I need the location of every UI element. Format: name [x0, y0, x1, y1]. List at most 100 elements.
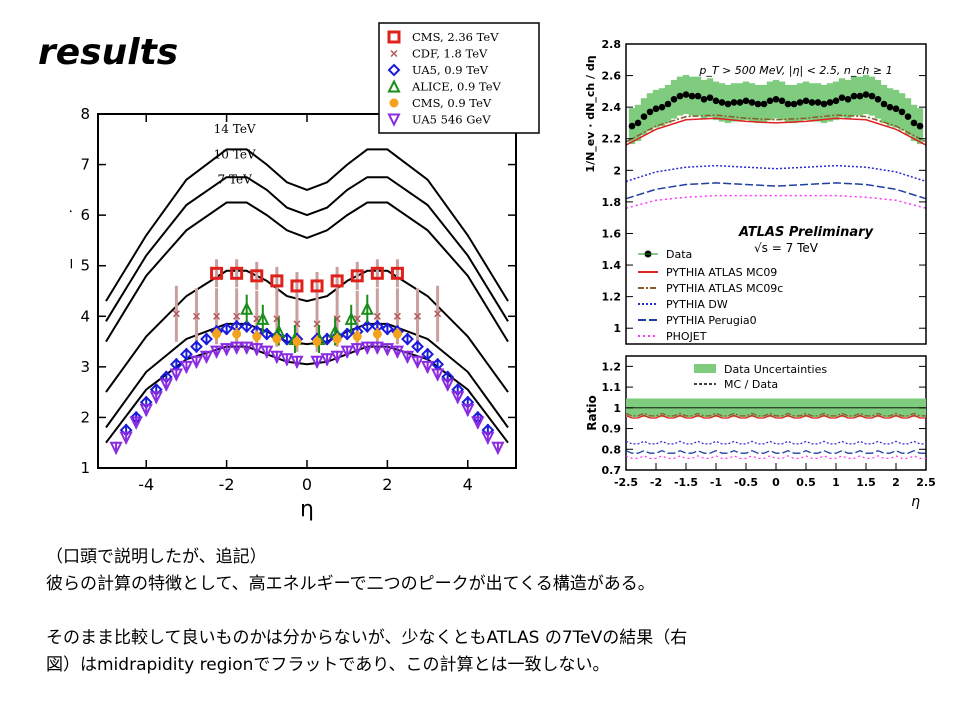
data-point [862, 91, 870, 98]
notes-line-3: そのまま比較して良いものかは分からないが、少なくともATLAS の7TeVの結果… [46, 628, 688, 648]
data-point [230, 341, 244, 355]
y-tick-label: 0.9 [602, 423, 622, 436]
data-point [290, 279, 304, 293]
data-point [292, 337, 302, 347]
curve-label: 10 TeV [214, 147, 256, 161]
x-tick-label: 1 [832, 476, 840, 489]
left-chart-legend: CMS, 2.36 TeV CDF, 1.8 TeV UA5, 0.9 TeV ALI… [378, 22, 540, 134]
atlas-data-points [628, 91, 924, 130]
data-point [370, 341, 384, 355]
data-point [190, 340, 203, 354]
data-point [159, 378, 173, 392]
data-point [471, 416, 485, 430]
data-series [210, 259, 404, 300]
axes: -4 -2 0 2 4 1 2 3 4 5 6 7 8 η dN_ch/dη [70, 105, 516, 522]
theory-curve [105, 345, 509, 444]
data-point [360, 301, 374, 315]
mc-curve [625, 117, 927, 146]
y-tick-label: 2.4 [602, 101, 622, 114]
ratio-line [625, 414, 926, 419]
data-point [850, 92, 858, 100]
data-point [844, 95, 852, 103]
ratio-legend: Data Uncertainties MC / Data [694, 363, 827, 391]
y-tick-label: 5 [80, 257, 90, 275]
data-point [219, 343, 234, 357]
legend-marker [390, 49, 398, 58]
mc-curve [625, 182, 927, 200]
data-point [330, 350, 344, 364]
y-tick-label: 1.2 [602, 360, 622, 373]
data-point [212, 329, 222, 339]
data-point [332, 334, 342, 344]
y-axis-label: 1/N_ev · dN_ch / dη [584, 55, 597, 172]
data-point [784, 100, 792, 108]
x-tick-label: 4 [463, 475, 473, 494]
x-tick-label: -4 [138, 475, 154, 494]
theory-curve [105, 148, 509, 302]
y-tick-label: 8 [80, 105, 90, 123]
legend-label: ALICE, 0.9 TeV [411, 80, 502, 94]
data-point [754, 100, 762, 108]
data-point [832, 97, 840, 105]
legend-marker [694, 364, 716, 373]
data-point [742, 97, 750, 105]
right-chart: 1 1.2 1.4 1.6 1.8 2 2.2 2.4 2.6 2.8 1/N_ev · dN_ch… [584, 38, 936, 510]
legend-label: CMS, 2.36 TeV [412, 30, 499, 44]
ratio-axis-label: Ratio [585, 395, 599, 430]
theory-curve [105, 269, 509, 393]
y-tick-label: 1.2 [602, 291, 622, 304]
ratio-line [625, 412, 926, 417]
data-point [270, 350, 284, 364]
data-point [772, 95, 780, 103]
data-point [880, 100, 888, 108]
data-point [352, 332, 362, 342]
data-point [270, 274, 284, 288]
data-point [380, 322, 394, 336]
legend-label: PYTHIA DW [666, 298, 728, 311]
notes-line-4: 図）はmidrapidity regionでフラットであり、この計算とは一致しな… [46, 655, 610, 675]
data-point [652, 105, 660, 113]
data-point [373, 312, 381, 320]
data-point [420, 360, 435, 375]
data-point [230, 266, 244, 280]
data-point [350, 343, 364, 357]
x-tick-label: 2.5 [916, 476, 936, 489]
data-point [350, 269, 364, 283]
theory-curve [105, 322, 509, 429]
data-point [712, 97, 720, 105]
legend-label: PYTHIA ATLAS MC09 [666, 266, 777, 279]
data-point [904, 113, 912, 120]
x-axis-label: η [300, 497, 314, 522]
data-point [200, 332, 213, 346]
theory-curve [105, 176, 509, 322]
y-tick-label: 2 [613, 164, 621, 177]
data-point [220, 322, 234, 336]
data-point [180, 347, 193, 361]
data-point [372, 329, 382, 339]
data-point [320, 353, 334, 367]
theory-curves: 14 TeV 10 TeV 7 TeV [105, 122, 509, 444]
legend-label: PHOJET [666, 330, 707, 343]
data-point [766, 97, 774, 105]
data-point [250, 269, 264, 283]
data-point [796, 99, 804, 106]
mc-curve [625, 194, 927, 209]
data-point [910, 119, 918, 127]
data-point [730, 99, 738, 106]
data-point [820, 100, 828, 108]
data-point [290, 355, 304, 370]
curve-label: 7 TeV [218, 173, 253, 187]
data-point [260, 345, 274, 359]
ratio-line [625, 455, 926, 460]
ratio-line [625, 440, 926, 445]
data-point [401, 332, 414, 346]
data-point [802, 97, 810, 105]
data-point [312, 337, 322, 347]
data-point [748, 99, 756, 106]
x-tick-label: -1 [710, 476, 722, 489]
data-point [149, 391, 163, 405]
data-point [370, 266, 384, 280]
y-tick-label: 2.8 [602, 38, 622, 51]
data-point [232, 329, 242, 339]
data-point [676, 92, 684, 100]
